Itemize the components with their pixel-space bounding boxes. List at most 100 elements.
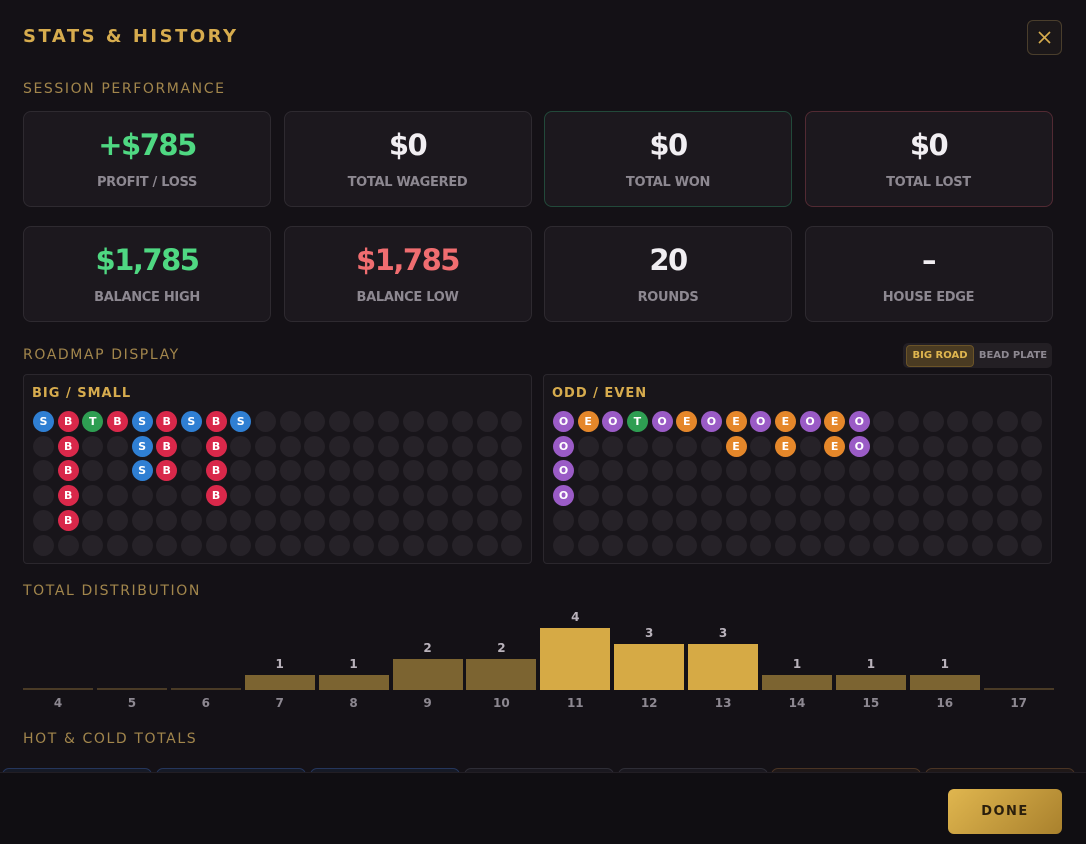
- empty-cell: [106, 435, 128, 457]
- bar-category-label: 17: [1010, 696, 1028, 710]
- empty-cell: [799, 509, 821, 531]
- empty-cell: [205, 534, 227, 556]
- footer: [0, 772, 1086, 844]
- empty-cell: [57, 534, 79, 556]
- empty-cell: [254, 460, 276, 482]
- bead: O: [602, 411, 624, 432]
- empty-cell: [452, 509, 474, 531]
- done-button[interactable]: DONE: [948, 789, 1062, 834]
- empty-cell: [328, 435, 350, 457]
- empty-cell: [180, 485, 202, 507]
- empty-cell: [427, 411, 449, 432]
- empty-cell: [180, 435, 202, 457]
- empty-cell: [577, 435, 599, 457]
- empty-cell: [898, 509, 920, 531]
- stat-value: 20: [649, 243, 688, 277]
- empty-cell: [700, 509, 722, 531]
- empty-cell: [824, 509, 846, 531]
- roadmap-panel: ODD / EVEN O O O O E O T O E O E E O E E O E E O O: [543, 374, 1052, 564]
- bead: O: [553, 435, 574, 457]
- roadmap-panel: BIG / SMALL S B B B B B T B S S S B B B S B B B B S: [23, 374, 532, 564]
- empty-cell: [848, 509, 870, 531]
- empty-cell: [501, 509, 523, 531]
- empty-cell: [626, 435, 648, 457]
- panel-title: BIG / SMALL: [32, 386, 132, 401]
- empty-cell: [378, 534, 400, 556]
- empty-cell: [873, 534, 895, 556]
- stat-value: $0: [649, 128, 688, 162]
- empty-cell: [602, 534, 624, 556]
- bead: O: [848, 435, 870, 457]
- empty-cell: [180, 460, 202, 482]
- empty-cell: [106, 460, 128, 482]
- empty-cell: [626, 534, 648, 556]
- distribution-bar: [96, 688, 167, 690]
- bead: T: [626, 411, 648, 432]
- empty-cell: [353, 411, 375, 432]
- bead: B: [57, 509, 79, 531]
- empty-cell: [824, 460, 846, 482]
- empty-cell: [750, 534, 772, 556]
- empty-cell: [230, 485, 252, 507]
- empty-cell: [254, 485, 276, 507]
- bar-value-label: 1: [792, 656, 802, 671]
- empty-cell: [452, 460, 474, 482]
- stat-value: +$785: [98, 128, 197, 162]
- empty-cell: [996, 509, 1018, 531]
- empty-cell: [328, 485, 350, 507]
- bar-category-label: 12: [640, 696, 658, 710]
- empty-cell: [602, 485, 624, 507]
- empty-cell: [898, 485, 920, 507]
- empty-cell: [750, 485, 772, 507]
- roadmap-tab[interactable]: BIG ROAD: [906, 345, 974, 367]
- empty-cell: [230, 460, 252, 482]
- distribution-bar: [614, 643, 685, 690]
- stat-label: BALANCE HIGH: [94, 290, 200, 305]
- empty-cell: [254, 411, 276, 432]
- empty-cell: [750, 460, 772, 482]
- bar-value-label: 3: [718, 625, 728, 640]
- empty-cell: [427, 460, 449, 482]
- empty-cell: [577, 485, 599, 507]
- empty-cell: [799, 435, 821, 457]
- empty-cell: [279, 460, 301, 482]
- empty-cell: [180, 509, 202, 531]
- empty-cell: [898, 435, 920, 457]
- empty-cell: [651, 534, 673, 556]
- empty-cell: [353, 485, 375, 507]
- empty-cell: [279, 534, 301, 556]
- bar-category-label: 6: [201, 696, 210, 710]
- empty-cell: [402, 435, 424, 457]
- bead: B: [57, 460, 79, 482]
- empty-cell: [33, 435, 54, 457]
- section-title: HOT & COLD TOTALS: [23, 731, 198, 747]
- close-button[interactable]: [1027, 20, 1062, 55]
- stat-label: TOTAL WAGERED: [347, 175, 468, 190]
- empty-cell: [602, 509, 624, 531]
- empty-cell: [1021, 485, 1043, 507]
- empty-cell: [156, 485, 178, 507]
- stat-card: $0 TOTAL WON: [544, 111, 792, 207]
- distribution-bar: [466, 659, 537, 690]
- bead: O: [799, 411, 821, 432]
- empty-cell: [82, 460, 104, 482]
- empty-cell: [676, 509, 698, 531]
- bead: S: [131, 435, 153, 457]
- empty-cell: [922, 534, 944, 556]
- empty-cell: [750, 435, 772, 457]
- empty-cell: [824, 534, 846, 556]
- empty-cell: [353, 435, 375, 457]
- bead: O: [553, 460, 574, 482]
- bead: O: [553, 485, 574, 507]
- empty-cell: [651, 485, 673, 507]
- bar-category-label: 16: [936, 696, 954, 710]
- empty-cell: [577, 509, 599, 531]
- distribution-bar: [983, 688, 1054, 690]
- roadmap-tab[interactable]: BEAD PLATE: [978, 350, 1048, 361]
- stat-label: HOUSE EDGE: [882, 290, 975, 305]
- empty-cell: [947, 485, 969, 507]
- bead: E: [676, 411, 698, 432]
- empty-cell: [328, 460, 350, 482]
- empty-cell: [1021, 534, 1043, 556]
- empty-cell: [996, 435, 1018, 457]
